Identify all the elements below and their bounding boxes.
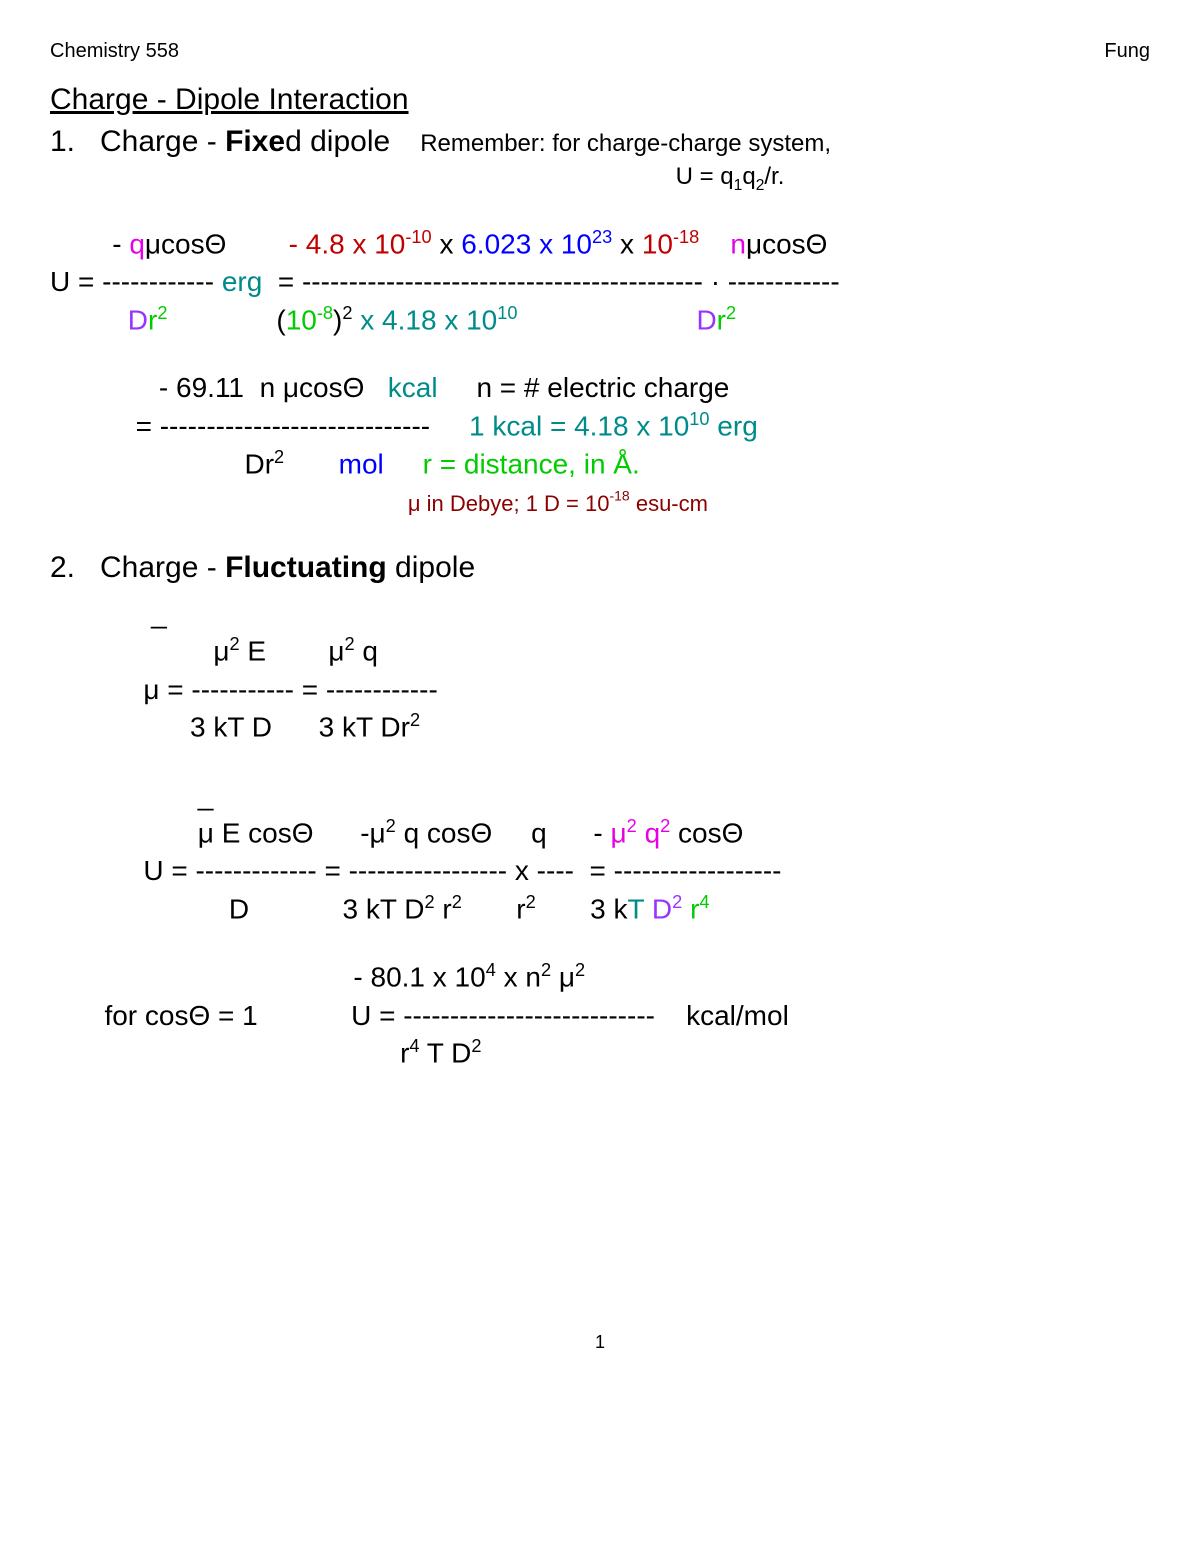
section-num: 1.	[50, 125, 100, 159]
s1-b: Fixe	[225, 125, 285, 158]
remember-1: Remember: for charge-charge system,	[420, 130, 831, 157]
section-1-heading: 1.Charge - Fixed dipole Remember: for cha…	[50, 125, 1150, 159]
remember-2: U = q1q2/r.	[310, 163, 1150, 195]
s2-c: dipole	[387, 551, 475, 584]
s1-a: Charge -	[100, 125, 225, 158]
header-right: Fung	[1104, 40, 1150, 63]
equation-2: - 69.11 n μcosΘ kcal n = # electric char…	[50, 369, 1150, 521]
equation-1: - qμcosΘ - 4.8 x 10-10 x 6.023 x 1023 x …	[50, 225, 1150, 339]
section-num-2: 2.	[50, 551, 100, 585]
page-header: Chemistry 558 Fung	[50, 40, 1150, 63]
s2-a: Charge -	[100, 551, 225, 584]
page-number: 1	[50, 1332, 1150, 1353]
header-left: Chemistry 558	[50, 40, 179, 63]
equation-5: - 80.1 x 104 x n2 μ2 for cosΘ = 1 U = --…	[50, 958, 1150, 1072]
s2-b: Fluctuating	[225, 551, 387, 584]
s1-c: d dipole	[285, 125, 390, 158]
page-title: Charge - Dipole Interaction	[50, 83, 1150, 117]
section-2-heading: 2.Charge - Fluctuating dipole	[50, 551, 1150, 585]
equation-4: _ μ E cosΘ -μ2 q cosΘ q - μ2 q2 cosΘ U =…	[50, 777, 1150, 929]
equation-3: _ μ2 E μ2 q μ = ----------- = ----------…	[50, 595, 1150, 747]
